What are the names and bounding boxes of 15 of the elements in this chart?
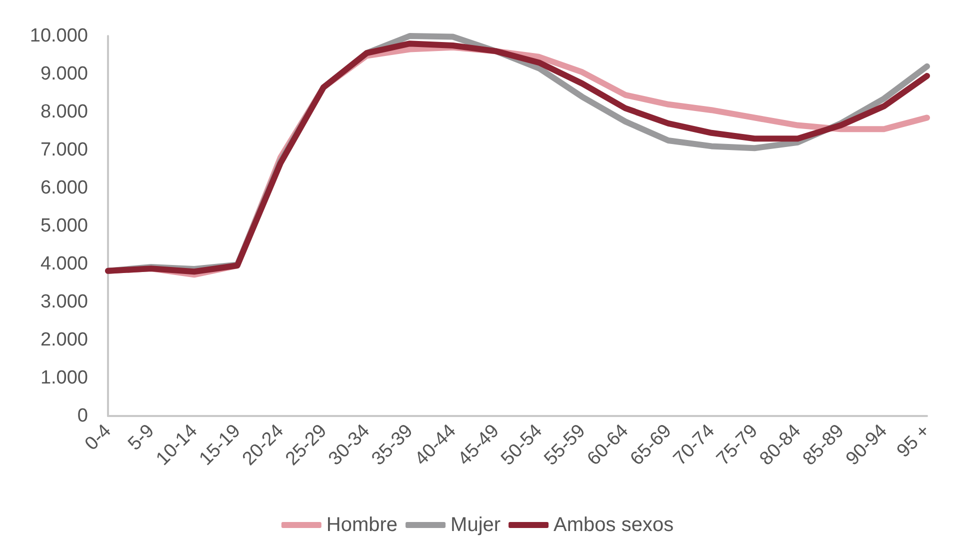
- y-tick-label: 7.000: [40, 140, 88, 160]
- y-tick-label: 3.000: [40, 292, 88, 312]
- legend-label: Ambos sexos: [554, 514, 674, 536]
- x-tick-label: 5-9: [124, 420, 159, 455]
- y-tick-label: 10.000: [30, 26, 88, 46]
- legend-label: Hombre: [326, 514, 398, 536]
- y-tick-label: 2.000: [40, 330, 88, 350]
- y-tick-label: 9.000: [40, 64, 88, 84]
- y-tick-label: 1.000: [40, 368, 88, 388]
- x-tick-label: 95 +: [893, 420, 934, 462]
- y-tick-label: 6.000: [40, 178, 88, 198]
- y-tick-label: 8.000: [40, 102, 88, 122]
- legend-label: Mujer: [450, 514, 501, 536]
- y-tick-label: 5.000: [40, 216, 88, 236]
- y-tick-label: 4.000: [40, 254, 88, 274]
